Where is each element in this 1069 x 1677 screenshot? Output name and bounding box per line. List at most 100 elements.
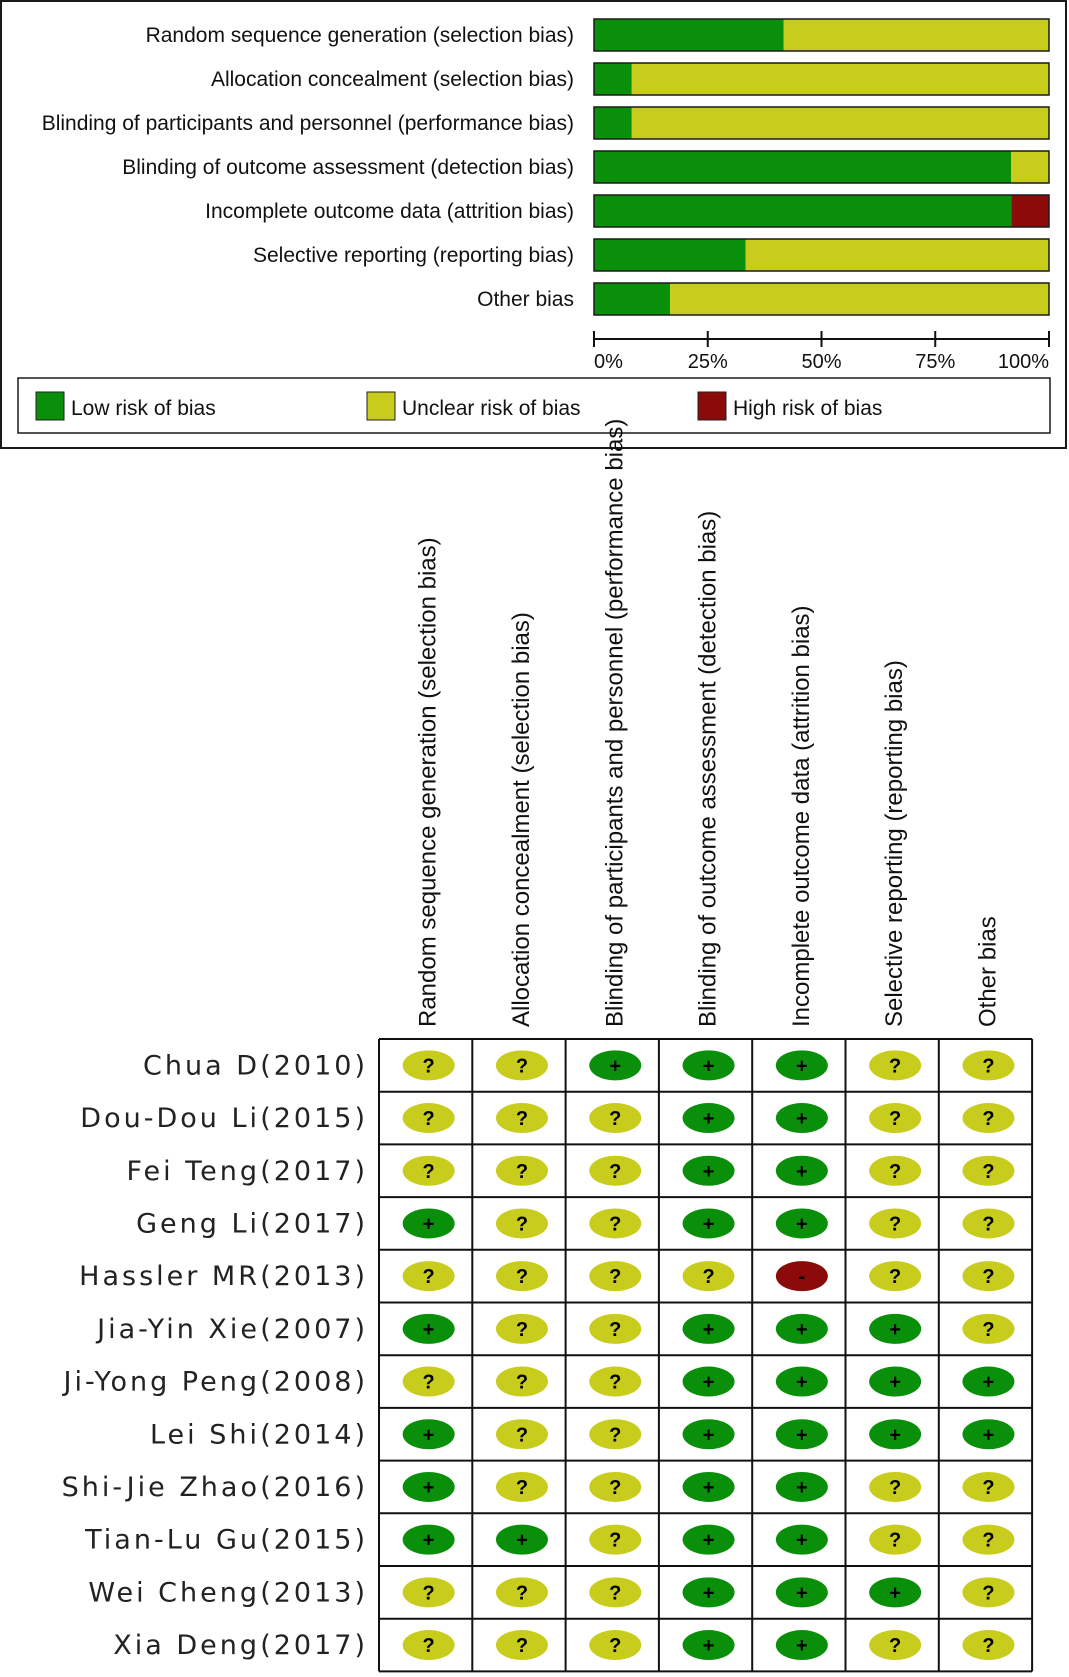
judgement-marker [495,1313,548,1344]
judgement-symbol: ? [423,1582,435,1604]
legend-label: Low risk of bias [71,397,216,420]
judgement-marker [775,1208,828,1239]
judgement-marker [869,1313,922,1344]
judgement-marker [775,1050,828,1081]
study-year: (2010) [260,1050,368,1081]
judgement-marker [869,1103,922,1134]
bar-segment [594,107,632,139]
judgement-symbol: ? [609,1424,621,1446]
judgement-symbol: ? [609,1635,621,1657]
judgement-symbol: ? [516,1266,528,1288]
judgement-marker [589,1050,642,1081]
judgement-symbol: ? [516,1213,528,1235]
bar-segment [745,239,1049,271]
judgement-marker [775,1155,828,1186]
judgement-symbol: + [796,1055,808,1077]
judgement-marker [869,1208,922,1239]
judgement-marker [869,1524,922,1555]
judgement-symbol: - [799,1266,806,1288]
judgement-marker [495,1577,548,1608]
judgement-symbol: ? [609,1372,621,1394]
judgement-symbol: + [703,1108,715,1130]
bar-outline [593,238,1050,272]
judgement-marker [962,1366,1015,1397]
judgement-symbol: ? [516,1108,528,1130]
judgement-marker [495,1471,548,1502]
judgement-symbol: ? [889,1477,901,1499]
judgement-symbol: ? [516,1055,528,1077]
study-name: Dou-Dou Li [80,1103,260,1134]
study-name: Wei Cheng [88,1577,260,1608]
bar-segment [594,195,1012,227]
judgement-symbol: + [703,1372,715,1394]
column-header: Selective reporting (reporting bias) [881,660,908,1027]
category-label: Blinding of outcome assessment (detectio… [122,156,574,179]
judgement-symbol: + [516,1530,528,1552]
study-name: Tian-Lu Gu [84,1525,260,1556]
category-label: Allocation concealment (selection bias) [211,68,574,91]
study-year: (2017) [260,1208,368,1239]
study-name: Xia Deng [113,1630,260,1661]
judgement-marker [962,1103,1015,1134]
judgement-symbol: + [796,1477,808,1499]
judgement-symbol: ? [516,1477,528,1499]
judgement-symbol: ? [889,1055,901,1077]
judgement-symbol: + [796,1424,808,1446]
judgement-marker [682,1630,735,1661]
judgement-symbol: + [703,1582,715,1604]
judgement-marker [962,1577,1015,1608]
judgement-symbol: ? [609,1582,621,1604]
judgement-symbol: + [423,1213,435,1235]
study-year: (2014) [260,1419,368,1450]
judgement-symbol: ? [609,1108,621,1130]
judgement-symbol: + [423,1319,435,1341]
x-tick-label: 75% [915,351,955,373]
judgement-marker [962,1208,1015,1239]
judgement-symbol: ? [609,1213,621,1235]
judgement-symbol: ? [516,1635,528,1657]
judgement-marker [775,1524,828,1555]
judgement-marker [775,1261,828,1292]
judgement-marker [869,1155,922,1186]
judgement-marker [495,1366,548,1397]
x-tick-label: 50% [801,351,841,373]
judgement-marker [775,1419,828,1450]
judgement-marker [682,1313,735,1344]
judgement-marker [869,1366,922,1397]
study-name: Jia-Yin Xie [95,1314,260,1345]
study-name: Geng Li [136,1208,260,1239]
study-name: Shi-Jie Zhao [62,1472,260,1503]
bar-segment [594,151,1012,183]
judgement-marker [402,1155,455,1186]
judgement-marker [682,1261,735,1292]
judgement-marker [775,1103,828,1134]
judgement-symbol: + [889,1319,901,1341]
judgement-marker [962,1471,1015,1502]
judgement-marker [402,1630,455,1661]
category-label: Selective reporting (reporting bias) [253,244,574,267]
study-year: (2017) [260,1156,368,1187]
judgement-symbol: + [423,1477,435,1499]
judgement-marker [869,1471,922,1502]
judgement-symbol: + [703,1055,715,1077]
judgement-marker [495,1050,548,1081]
judgement-marker [962,1524,1015,1555]
judgement-marker [495,1155,548,1186]
judgement-marker [962,1261,1015,1292]
judgement-marker [495,1630,548,1661]
bar-segment [783,19,1049,51]
judgement-marker [589,1630,642,1661]
judgement-marker [682,1208,735,1239]
judgement-symbol: + [703,1319,715,1341]
judgement-symbol: ? [982,1266,994,1288]
column-header: Allocation concealment (selection bias) [508,612,535,1027]
judgement-symbol: ? [516,1161,528,1183]
judgement-symbol: ? [609,1477,621,1499]
judgement-symbol: ? [889,1108,901,1130]
judgement-symbol: ? [889,1161,901,1183]
judgement-marker [495,1524,548,1555]
judgement-marker [775,1577,828,1608]
judgement-symbol: + [889,1372,901,1394]
judgement-marker [589,1471,642,1502]
category-label: Random sequence generation (selection bi… [146,24,574,47]
